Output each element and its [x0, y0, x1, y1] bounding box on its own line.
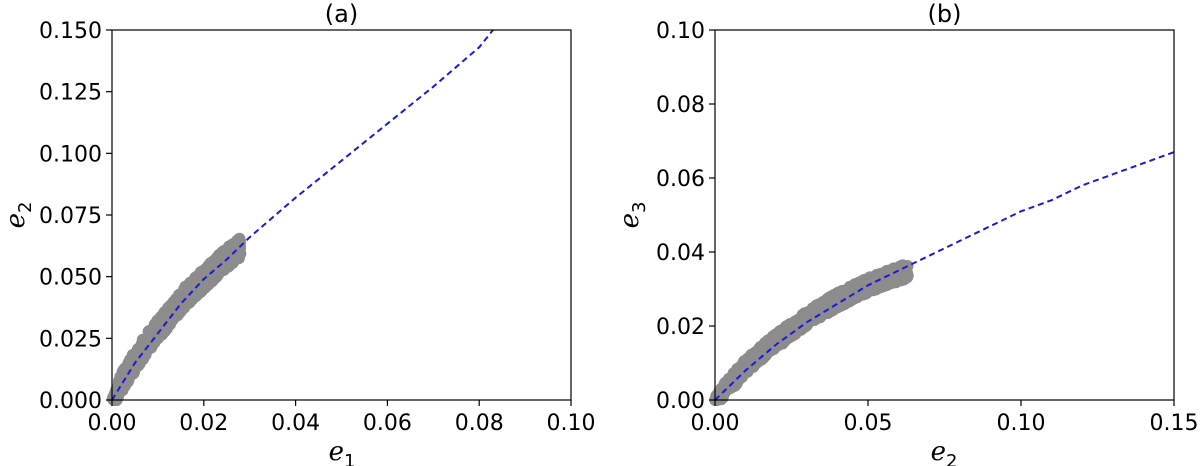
x-tick-label: 0.10: [547, 411, 596, 436]
x-tick-label: 0.06: [363, 411, 412, 436]
scatter-point: [165, 299, 178, 311]
scatter-point: [744, 350, 757, 363]
x-tick-label: 0.00: [88, 411, 137, 436]
panel-a: (a) 0.00 0.02 0.04 0.06 0.08 0.10 0.0000.0250…: [1, 0, 595, 466]
y-tick-label: 0.150: [39, 19, 102, 44]
scatter-point: [156, 324, 169, 337]
y-tick-label: 0.000: [39, 389, 102, 414]
y-tick-label: 0.025: [39, 327, 102, 352]
svg-text:e3: e3: [615, 202, 650, 229]
panel-b: (b) 0.00 0.05 0.10 0.15 0.000.020.040.060.0…: [615, 0, 1198, 466]
panel-b-y-axis-label: e3: [615, 202, 650, 229]
scatter-point: [874, 281, 886, 293]
panel-a-y-ticks: 0.000 0.025 0.050 0.075 0.100 0.125 0.150: [39, 19, 112, 414]
panel-a-fit-curve: [111, 29, 494, 401]
x-tick-label: 0.05: [844, 411, 893, 436]
x-tick-label: 0.00: [691, 411, 740, 436]
scatter-point: [718, 386, 731, 399]
y-tick-label: 0.02: [656, 315, 705, 340]
panel-b-scatter: [709, 259, 914, 406]
panel-a-x-ticks: 0.00 0.02 0.04 0.06 0.08 0.10: [88, 400, 596, 436]
x-tick-label: 0.08: [455, 411, 504, 436]
svg-text:e2: e2: [931, 437, 958, 466]
scatter-point: [853, 283, 866, 296]
scatter-point: [131, 344, 144, 357]
scatter-point: [840, 296, 853, 309]
svg-text:e1: e1: [329, 437, 356, 466]
y-tick-label: 0.08: [656, 93, 705, 118]
panel-b-title: (b): [928, 0, 962, 28]
panel-a-y-axis-label: e2: [1, 202, 36, 229]
scatter-point: [205, 257, 218, 270]
y-tick-label: 0.125: [39, 81, 102, 106]
scatter-point: [772, 332, 785, 345]
y-tick-label: 0.075: [39, 204, 102, 229]
panel-b-fit-curve: [714, 151, 1175, 401]
panel-b-x-axis-label: e2: [931, 437, 958, 466]
y-tick-label: 0.050: [39, 266, 102, 291]
panel-a-axes-frame: [111, 29, 572, 401]
x-tick-label: 0.10: [997, 411, 1046, 436]
y-tick-label: 0.06: [656, 167, 705, 192]
panel-b-axes-frame: [714, 29, 1175, 401]
scatter-point: [890, 263, 903, 276]
x-tick-label: 0.15: [1150, 411, 1199, 436]
scatter-point: [842, 284, 855, 297]
scatter-point: [822, 299, 835, 312]
x-tick-label: 0.02: [179, 411, 228, 436]
y-tick-label: 0.100: [39, 142, 102, 167]
svg-text:e2: e2: [1, 202, 36, 229]
y-tick-label: 0.10: [656, 19, 705, 44]
scatter-point: [155, 314, 168, 326]
panel-a-scatter: [106, 232, 247, 406]
y-tick-label: 0.00: [656, 389, 705, 414]
scatter-point: [122, 365, 135, 378]
panel-b-y-ticks: 0.00 0.02 0.04 0.06 0.08 0.10: [656, 19, 715, 414]
y-tick-label: 0.04: [656, 241, 705, 266]
scatter-point: [901, 269, 914, 282]
x-tick-label: 0.04: [271, 411, 320, 436]
panel-b-x-ticks: 0.00 0.05 0.10 0.15: [691, 400, 1199, 436]
panel-a-x-axis-label: e1: [329, 437, 356, 466]
panel-a-title: (a): [325, 0, 358, 28]
